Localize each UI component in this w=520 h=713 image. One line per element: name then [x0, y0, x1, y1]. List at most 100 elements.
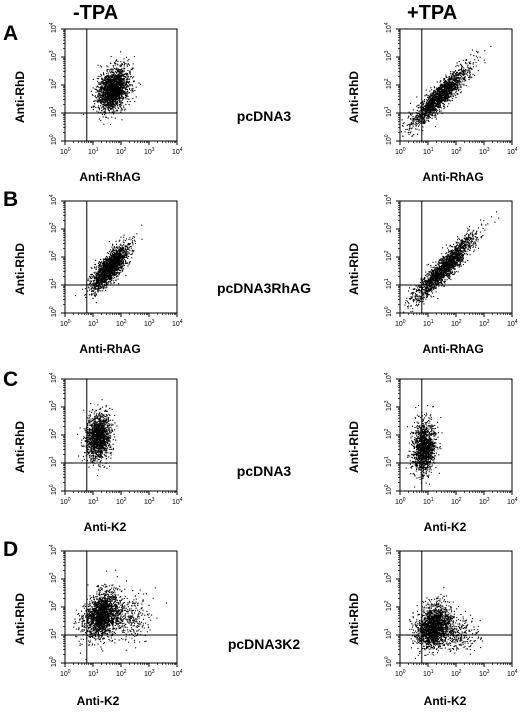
scatter-point	[120, 93, 122, 95]
scatter-point	[441, 101, 443, 103]
scatter-point	[120, 90, 122, 92]
scatter-point	[120, 91, 122, 93]
scatter-point	[426, 104, 428, 106]
scatter-point	[435, 98, 437, 100]
scatter-point	[113, 94, 115, 96]
scatter-point	[464, 69, 466, 71]
scatter-point	[122, 87, 124, 89]
scatter-point	[107, 87, 109, 89]
scatter-point	[100, 265, 102, 267]
scatter-point	[118, 95, 120, 97]
scatter-point	[126, 65, 128, 67]
scatter-point	[436, 89, 438, 91]
scatter-point	[120, 109, 122, 111]
scatter-point	[437, 95, 439, 97]
scatter-point	[468, 68, 470, 70]
scatter-point	[129, 76, 131, 78]
scatter-point	[125, 94, 127, 96]
scatter-point	[110, 249, 112, 251]
scatter-point	[422, 126, 424, 128]
scatter-point	[108, 85, 110, 87]
scatter-point	[456, 74, 458, 76]
scatter-point	[430, 101, 432, 103]
scatter-point	[114, 85, 116, 87]
scatter-point	[98, 78, 100, 80]
scatter-point	[114, 104, 116, 106]
scatter-point	[120, 69, 122, 71]
scatter-point	[415, 124, 417, 126]
scatter-point	[91, 94, 93, 96]
scatter-point	[116, 97, 118, 99]
scatter-point	[114, 80, 116, 82]
scatter-point	[418, 104, 420, 106]
scatter-point	[116, 275, 118, 277]
scatter-point	[126, 80, 128, 82]
scatter-point	[424, 123, 426, 125]
scatter-point	[422, 121, 424, 123]
scatter-point	[433, 102, 435, 104]
scatter-point	[432, 100, 434, 102]
scatter-point	[121, 63, 123, 65]
scatter-point	[132, 242, 134, 244]
scatter-point	[109, 86, 111, 88]
scatter-point	[434, 101, 436, 103]
scatter-point	[416, 117, 418, 119]
scatter-point	[114, 107, 116, 109]
scatter-point	[117, 94, 119, 96]
scatter-point	[116, 78, 118, 80]
scatter-point	[103, 78, 105, 80]
scatter-point	[108, 82, 110, 84]
scatter-point	[121, 101, 123, 103]
scatter-point	[116, 95, 118, 97]
scatter-point	[119, 97, 121, 99]
scatter-point	[440, 83, 442, 85]
scatter-point	[434, 111, 436, 113]
scatter-point	[435, 126, 437, 128]
scatter-point	[446, 86, 448, 88]
scatter-point	[447, 79, 449, 81]
scatter-point	[105, 76, 107, 78]
scatter-point	[439, 93, 441, 95]
scatter-point	[442, 98, 444, 100]
scatter-point	[120, 64, 122, 66]
scatter-point	[446, 87, 448, 89]
scatter-point	[128, 92, 130, 94]
scatter-point	[425, 107, 427, 109]
scatter-point	[136, 233, 138, 235]
scatter-point	[95, 267, 97, 269]
construct-label-b: pcDNA3RhAG	[216, 280, 312, 296]
scatter-point	[105, 282, 107, 284]
scatter-point	[90, 267, 92, 269]
scatter-point	[107, 102, 109, 104]
scatter-point	[128, 71, 130, 73]
scatter-point	[110, 258, 112, 260]
scatter-point	[430, 94, 432, 96]
scatter-point	[97, 91, 99, 93]
scatter-point	[430, 95, 432, 97]
scatter-point	[119, 90, 121, 92]
scatter-point	[440, 90, 442, 92]
scatter-point	[437, 87, 439, 89]
scatter-point	[112, 81, 114, 83]
scatter-point	[472, 62, 474, 64]
scatter-point	[97, 273, 99, 275]
scatter-point	[114, 62, 116, 64]
scatter-point	[417, 133, 419, 135]
scatter-point	[401, 119, 403, 121]
scatter-point	[476, 50, 478, 52]
scatter-point	[422, 116, 424, 118]
scatter-point	[101, 92, 103, 94]
scatter-point	[450, 100, 452, 102]
scatter-point	[432, 103, 434, 105]
scatter-point	[116, 269, 118, 271]
scatter-point	[469, 68, 471, 70]
scatter-point	[90, 274, 92, 276]
scatter-point	[109, 84, 111, 86]
scatter-point	[84, 294, 86, 296]
scatter-point	[458, 74, 460, 76]
scatter-point	[100, 281, 102, 283]
scatter-point	[120, 87, 122, 89]
scatter-point	[422, 111, 424, 113]
scatter-point	[426, 105, 428, 107]
scatter-point	[107, 86, 109, 88]
